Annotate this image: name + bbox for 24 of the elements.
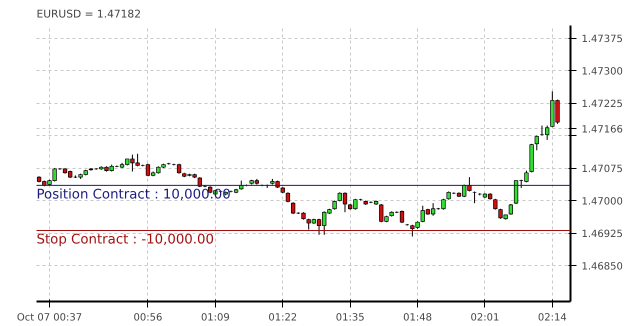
candlestick bbox=[286, 192, 290, 203]
chart-title: EURUSD = 1.47182 bbox=[36, 8, 141, 20]
y-tick-label: 1.46850 bbox=[582, 262, 623, 273]
y-tick-label: 1.47300 bbox=[582, 66, 623, 78]
x-tick-label: 01:48 bbox=[403, 312, 432, 324]
y-tick-label: 1.47225 bbox=[582, 99, 623, 110]
x-tick-label: 01:09 bbox=[200, 312, 230, 324]
candlestick bbox=[493, 198, 498, 210]
annotation: Position Contract : 10,000.00 bbox=[36, 187, 231, 202]
x-tick-label: 01:22 bbox=[268, 312, 298, 324]
x-tick-label: 01:35 bbox=[336, 312, 365, 324]
y-tick-label: 1.47000 bbox=[582, 196, 623, 208]
y-tick-label: 1.47375 bbox=[582, 34, 623, 46]
annotation: Stop Contract : -10,000.00 bbox=[36, 232, 214, 248]
x-tick-label: 02:14 bbox=[538, 312, 567, 324]
x-tick-label: 00:56 bbox=[134, 312, 162, 324]
x-tick-label: 02:01 bbox=[470, 312, 500, 324]
candlestick bbox=[508, 204, 514, 216]
y-tick-label: 1.47075 bbox=[582, 164, 623, 176]
candlestick bbox=[332, 200, 337, 210]
candlestick bbox=[534, 135, 539, 151]
y-tick-label: 1.47166 bbox=[582, 124, 623, 136]
y-tick-label: 1.46925 bbox=[582, 229, 623, 240]
x-tick-label: Oct 07 00:37 bbox=[16, 312, 82, 324]
